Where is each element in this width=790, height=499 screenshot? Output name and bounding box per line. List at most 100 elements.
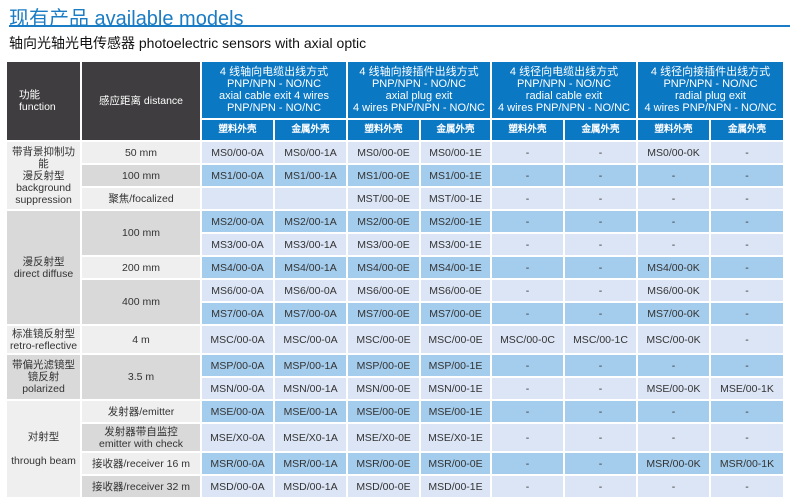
model-cell: MSR/00-1A	[275, 453, 346, 474]
model-cell: MS6/00-0E	[421, 280, 490, 301]
model-cell: -	[638, 165, 709, 186]
model-cell: MS3/00-1E	[421, 234, 490, 255]
distance-cell: 聚焦/focalized	[82, 188, 200, 209]
column-header-function: 功能 function	[7, 62, 80, 140]
model-cell: MS0/00-0A	[202, 142, 273, 163]
model-cell: MSD/00-1E	[421, 476, 490, 497]
table-row: 接收器/receiver 16 m MSR/00-0A MSR/00-1A MSR/0…	[7, 453, 783, 474]
distance-cell: 100 mm	[82, 211, 200, 255]
model-cell: MS7/00-0A	[275, 303, 346, 324]
model-cell: -	[638, 355, 709, 376]
model-cell: MS4/00-0K	[638, 257, 709, 278]
model-cell: -	[492, 453, 563, 474]
model-cell: MS3/00-0E	[348, 234, 419, 255]
model-cell: -	[711, 257, 783, 278]
table-row: 带背景抑制功能 漫反射型 background suppression 50 mm…	[7, 142, 783, 209]
model-cell: -	[492, 401, 563, 422]
distance-cell: 发射器/emitter	[82, 401, 200, 422]
model-cell: -	[492, 165, 563, 186]
model-cell: MSR/00-1K	[711, 453, 783, 474]
model-cell: -	[565, 165, 636, 186]
subheader-housing: 金属外壳	[275, 120, 346, 140]
model-cell	[202, 188, 273, 209]
model-cell: MSD/00-0A	[202, 476, 273, 497]
model-cell: -	[565, 355, 636, 376]
model-cell: -	[711, 401, 783, 422]
table-row: 接收器/receiver 32 m MSD/00-0A MSD/00-1A MSD/0…	[7, 476, 783, 497]
title-divider	[9, 25, 790, 27]
model-cell: -	[492, 476, 563, 497]
model-cell: MSE/X0-0E	[348, 424, 419, 451]
model-cell: -	[565, 257, 636, 278]
model-cell: MSP/00-1E	[421, 355, 490, 376]
model-cell: MS2/00-0A	[202, 211, 273, 232]
model-cell: MSN/00-1E	[421, 378, 490, 399]
subheader-housing: 塑料外壳	[492, 120, 563, 140]
model-cell: MSE/00-0K	[638, 378, 709, 399]
model-cell: MS7/00-0K	[638, 303, 709, 324]
model-cell: MSC/00-0C	[492, 326, 563, 353]
model-cell: -	[711, 303, 783, 324]
table-row: 聚焦/focalized MST/00-0E MST/00-1E - - - -	[7, 188, 783, 209]
model-cell: MSE/00-0A	[202, 401, 273, 422]
model-cell: MS4/00-0E	[348, 257, 419, 278]
model-cell: -	[565, 303, 636, 324]
page-subtitle: 轴向光轴光电传感器 photoelectric sensors with axi…	[9, 35, 367, 51]
model-cell: -	[638, 476, 709, 497]
model-cell: MSE/X0-1A	[275, 424, 346, 451]
model-cell: MS6/00-0A	[275, 280, 346, 301]
distance-cell: 400 mm	[82, 280, 200, 324]
model-cell: MS7/00-0E	[348, 303, 419, 324]
model-cell: MS1/00-1E	[421, 165, 490, 186]
model-cell: MSR/00-0E	[348, 453, 419, 474]
model-cell: -	[565, 211, 636, 232]
table-row: 对射型 through beam 发射器/emitter MSE/00-0A MSE/…	[7, 401, 783, 497]
model-cell: -	[711, 280, 783, 301]
function-cell: 漫反射型 direct diffuse	[7, 211, 80, 324]
model-cell: MS2/00-1E	[421, 211, 490, 232]
subheader-housing: 金属外壳	[565, 120, 636, 140]
model-cell: MSC/00-0A	[275, 326, 346, 353]
subheader-housing: 塑料外壳	[202, 120, 273, 140]
model-cell: MS6/00-0E	[348, 280, 419, 301]
model-cell: MST/00-0E	[348, 188, 419, 209]
model-cell: MSE/00-0E	[348, 401, 419, 422]
subheader-housing: 金属外壳	[711, 120, 783, 140]
function-cell: 带背景抑制功能 漫反射型 background suppression	[7, 142, 80, 209]
model-cell: -	[711, 476, 783, 497]
model-cell: MS1/00-0E	[348, 165, 419, 186]
distance-cell: 接收器/receiver 16 m	[82, 453, 200, 474]
model-cell: MS3/00-1A	[275, 234, 346, 255]
table-row: MSN/00-0A MSN/00-1A MSN/00-0E MSN/00-1E - - MS…	[7, 378, 783, 399]
model-cell: MSP/00-0E	[348, 355, 419, 376]
model-cell: MSE/X0-1E	[421, 424, 490, 451]
model-cell: -	[492, 280, 563, 301]
model-cell: -	[565, 188, 636, 209]
model-cell: MS4/00-1E	[421, 257, 490, 278]
model-cell: MSN/00-0E	[348, 378, 419, 399]
model-cell: -	[565, 476, 636, 497]
model-cell: MS4/00-0A	[202, 257, 273, 278]
model-cell: -	[492, 378, 563, 399]
model-cell: MSD/00-1A	[275, 476, 346, 497]
model-cell: MS7/00-0A	[202, 303, 273, 324]
model-cell: -	[565, 401, 636, 422]
model-cell: MS3/00-0A	[202, 234, 273, 255]
model-cell: MSN/00-1A	[275, 378, 346, 399]
model-cell: -	[638, 401, 709, 422]
model-cell: MS6/00-0A	[202, 280, 273, 301]
model-cell: MSC/00-0E	[348, 326, 419, 353]
column-header-distance: 感应距离 distance	[82, 62, 200, 140]
subheader-housing: 塑料外壳	[638, 120, 709, 140]
model-cell: MSN/00-0A	[202, 378, 273, 399]
model-cell: -	[638, 211, 709, 232]
model-cell: -	[492, 303, 563, 324]
model-cell: MS1/00-1A	[275, 165, 346, 186]
table-row: 100 mm MS1/00-0A MS1/00-1A MS1/00-0E MS1/00-…	[7, 165, 783, 186]
model-cell: -	[565, 453, 636, 474]
model-cell: MSR/00-0A	[202, 453, 273, 474]
model-cell: -	[711, 165, 783, 186]
model-cell: -	[638, 234, 709, 255]
group-header: 4 线轴向电缆出线方式 PNP/NPN - NO/NC axial cable …	[202, 62, 346, 118]
group-header: 4 线径向接插件出线方式 PNP/NPN - NO/NC radial plug…	[638, 62, 783, 118]
